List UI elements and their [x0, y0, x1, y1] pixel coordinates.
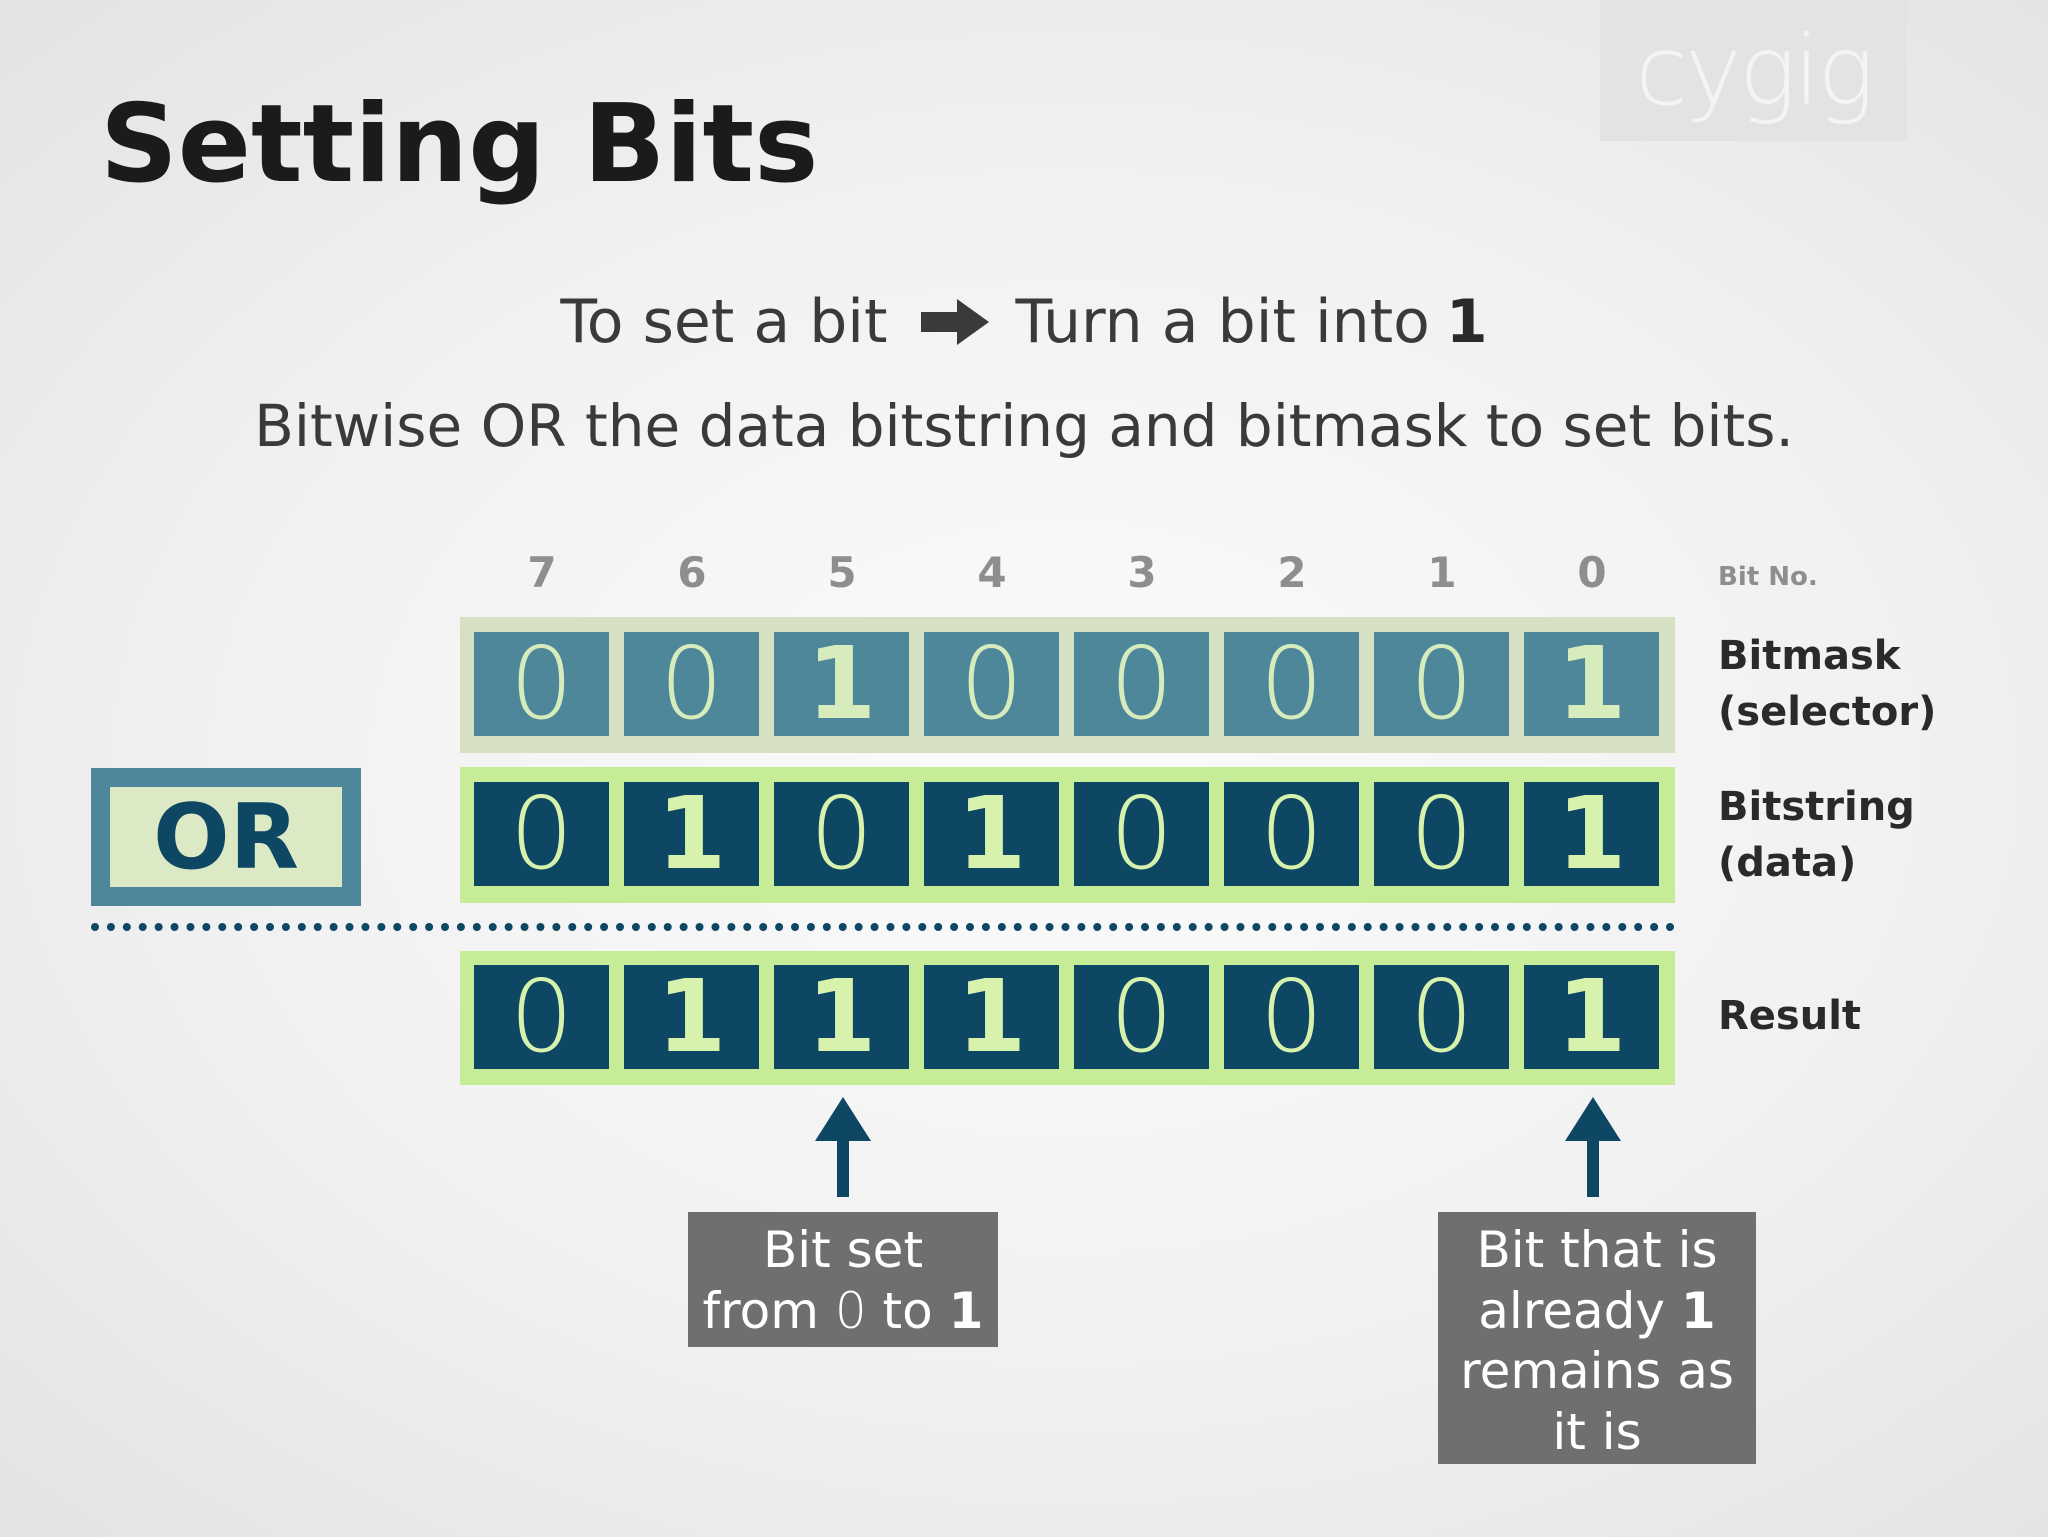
bitstring-cell: 0 [1074, 782, 1209, 886]
bitmask-cell: 1 [774, 632, 909, 736]
bitstring-cell: 0 [1224, 782, 1359, 886]
result-cell: 1 [924, 965, 1059, 1069]
bitstring-label: Bitstring (data) [1718, 779, 1915, 891]
bit-number: 7 [527, 548, 557, 597]
bit-number: 1 [1427, 548, 1457, 597]
callout-left-line1: Bit set [762, 1221, 924, 1279]
divider-line [91, 923, 1675, 931]
bitstring-cell: 0 [1374, 782, 1509, 886]
result-cell: 1 [1524, 965, 1659, 1069]
bitstring-cell: 0 [774, 782, 909, 886]
operator-box: OR [91, 768, 361, 906]
callout-right-line2: already 1 [1478, 1281, 1716, 1340]
up-arrow-icon [1565, 1097, 1621, 1197]
result-cell: 0 [474, 965, 609, 1069]
subtitle-left-text: To set a bit [560, 287, 888, 357]
bit-number: 3 [1127, 548, 1157, 597]
bitmask-cell: 0 [1374, 632, 1509, 736]
result-cell: 0 [1074, 965, 1209, 1069]
callout-right-line3: remains as [1460, 1342, 1734, 1400]
result-cell: 1 [774, 965, 909, 1069]
bit-number: 6 [677, 548, 707, 597]
callout-right-line1: Bit that is [1476, 1221, 1718, 1279]
bitstring-label-line2: (data) [1718, 840, 1857, 886]
bitmask-cell: 0 [1074, 632, 1209, 736]
bitmask-cell: 1 [1524, 632, 1659, 736]
bitmask-cell: 0 [1224, 632, 1359, 736]
subtitle-line-2: Bitwise OR the data bitstring and bitmas… [254, 392, 1794, 460]
subtitle-right-text: Turn a bit into [1015, 287, 1430, 357]
bit-number-label: Bit No. [1718, 562, 1818, 592]
result-label: Result [1718, 993, 1862, 1039]
bitstring-label-line1: Bitstring [1718, 784, 1915, 830]
callout-bit-unchanged: Bit that is already 1 remains as it is [1438, 1212, 1756, 1464]
bitmask-label-line1: Bitmask [1718, 633, 1901, 679]
bitstring-cell: 1 [924, 782, 1059, 886]
right-arrow-icon [921, 299, 990, 345]
up-arrow-icon [815, 1097, 871, 1197]
bit-number: 2 [1277, 548, 1307, 597]
result-cell: 0 [1374, 965, 1509, 1069]
bitmask-label-line2: (selector) [1718, 689, 1937, 735]
bit-number: 4 [977, 548, 1007, 597]
bitmask-cell: 0 [924, 632, 1059, 736]
logo: cygig [1600, 0, 1907, 141]
subtitle-emphasis: 1 [1445, 287, 1488, 357]
bit-number: 5 [827, 548, 857, 597]
callout-right-line4: it is [1552, 1402, 1642, 1461]
bitstring-cell: 1 [1524, 782, 1659, 886]
bitstring-cell: 0 [474, 782, 609, 886]
bitmask-cell: 0 [624, 632, 759, 736]
result-cell: 1 [624, 965, 759, 1069]
bitstring-cell: 1 [624, 782, 759, 886]
result-cell: 0 [1224, 965, 1359, 1069]
subtitle-line-1: To set a bit Turn a bit into 1 [0, 282, 2048, 362]
operator-label: OR [110, 785, 342, 890]
page-title: Setting Bits [100, 82, 819, 207]
bitmask-label: Bitmask (selector) [1718, 628, 1936, 740]
callout-left-line2: from 0 to 1 [702, 1281, 984, 1340]
bit-number: 0 [1577, 548, 1607, 597]
bitmask-cell: 0 [474, 632, 609, 736]
callout-bit-set: Bit set from 0 to 1 [688, 1212, 998, 1347]
